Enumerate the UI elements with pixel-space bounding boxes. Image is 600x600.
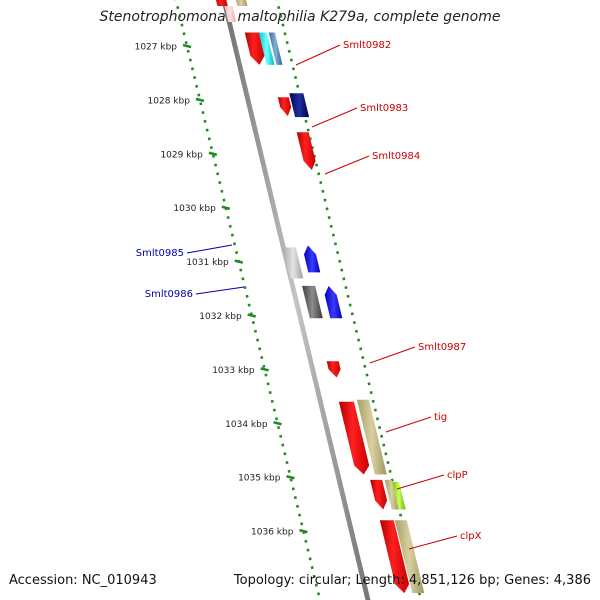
smlt0983-navy-block — [289, 93, 310, 118]
tick-mark-1030-kbp — [221, 205, 231, 210]
label-line-smlt0986 — [195, 286, 245, 295]
gene-label-smlt0982[interactable]: Smlt0982 — [343, 40, 391, 51]
gene-arrow-smlt0985 — [304, 245, 321, 273]
tick-label-1028-kbp: 1028 kbp — [148, 96, 191, 106]
smlt0982-steel-block — [268, 32, 283, 65]
clpp-lime-block — [392, 481, 406, 510]
top-partial-red-block — [215, 0, 228, 6]
label-line-tig — [385, 416, 432, 433]
smlt0982-cyan-block — [258, 32, 275, 65]
gene-label-smlt0985[interactable]: Smlt0985 — [136, 248, 184, 259]
gene-label-clpp[interactable]: clpP — [447, 470, 468, 481]
top-partial-khaki-block — [235, 0, 248, 6]
tig-khaki-block — [356, 399, 387, 475]
gene-label-smlt0986[interactable]: Smlt0986 — [145, 289, 193, 300]
outer-dotted-line — [275, 0, 423, 600]
feature-blocks — [215, 0, 425, 594]
gene-arrow-smlt0983 — [277, 97, 292, 117]
gene-arrow-smlt0987 — [326, 361, 341, 378]
gene-label-smlt0984[interactable]: Smlt0984 — [372, 151, 420, 162]
smlt0986-dark-block — [302, 285, 323, 319]
tick-label-1032-kbp: 1032 kbp — [199, 312, 242, 322]
gene-arrow-clpp — [370, 479, 388, 510]
label-line-smlt0984 — [324, 155, 370, 175]
gene-arrow-tig — [338, 401, 370, 475]
map-title: Stenotrophomonas maltophilia K279a, comp… — [99, 9, 501, 25]
tick-label-1030-kbp: 1030 kbp — [173, 204, 216, 214]
tick-label-1036-kbp: 1036 kbp — [251, 528, 294, 538]
genome-backbone — [221, 0, 371, 600]
label-line-smlt0982 — [295, 44, 341, 66]
label-line-smlt0983 — [311, 107, 358, 128]
label-line-smlt0985 — [186, 244, 233, 254]
label-line-smlt0987 — [369, 346, 416, 364]
gene-label-smlt0987[interactable]: Smlt0987 — [418, 342, 466, 353]
smlt0985-light-block — [282, 247, 304, 279]
tick-label-1034-kbp: 1034 kbp — [225, 420, 268, 430]
tick-label-1035-kbp: 1035 kbp — [238, 474, 281, 484]
gene-label-smlt0983[interactable]: Smlt0983 — [360, 103, 408, 114]
tick-mark-1027-kbp — [182, 43, 192, 49]
tick-mark-1033-kbp — [260, 367, 269, 372]
tick-mark-1035-kbp — [286, 474, 295, 480]
gene-arrow-smlt0982 — [244, 32, 265, 65]
tick-mark-1034-kbp — [273, 421, 282, 426]
label-layer: Smlt0982 Smlt0983 Smlt0984 Smlt0985 Smlt0986… — [136, 40, 482, 550]
tick-label-1029-kbp: 1029 kbp — [160, 150, 203, 160]
tick-label-1027-kbp: 1027 kbp — [135, 43, 178, 53]
tick-mark-1036-kbp — [299, 528, 308, 534]
clpp-khaki-block — [384, 479, 399, 510]
tick-mark-1031-kbp — [234, 259, 244, 264]
backbone-strip — [221, 0, 371, 600]
label-line-clpx — [408, 535, 458, 550]
gene-label-clpx[interactable]: clpX — [460, 531, 482, 542]
tick-label-1031-kbp: 1031 kbp — [186, 258, 229, 268]
gene-label-tig[interactable]: tig — [434, 412, 447, 423]
inner-dotted-line — [174, 0, 322, 600]
tick-mark-1029-kbp — [208, 151, 218, 157]
gene-arrow-smlt0984 — [296, 132, 316, 170]
top-partial-pink-block — [224, 6, 237, 22]
tick-mark-1032-kbp — [247, 313, 256, 318]
clpx-khaki-block — [394, 520, 425, 594]
gene-arrow-smlt0986 — [324, 285, 343, 319]
tick-dotted-lines: 1027 kbp 1028 kbp 1029 kbp 1030 kbp 1031 kbp… — [135, 0, 423, 600]
tick-label-1033-kbp: 1033 kbp — [212, 366, 255, 376]
tick-mark-1028-kbp — [195, 97, 205, 103]
gene-arrow-clpx — [379, 520, 410, 594]
accession-text: Accession: NC_010943 — [9, 573, 157, 588]
genome-summary: Topology: circular; Length: 4,851,126 bp… — [233, 573, 591, 588]
label-line-clpp — [396, 474, 445, 490]
